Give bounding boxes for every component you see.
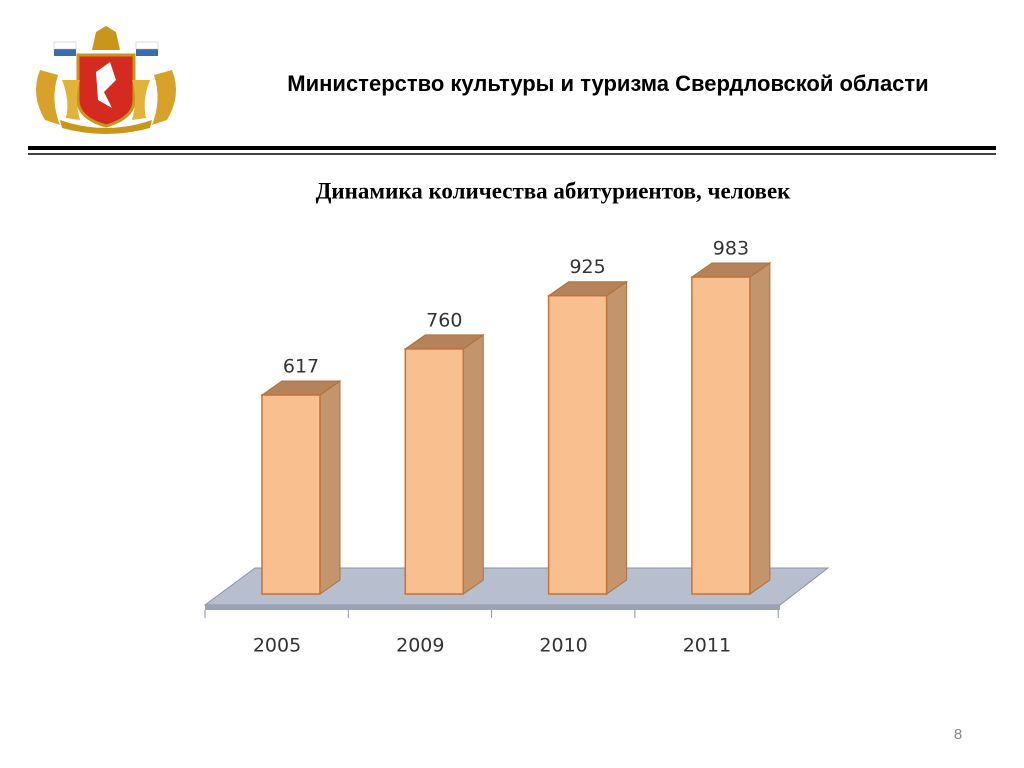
x-tick-label: 2005 [253, 635, 301, 657]
bar-side [749, 262, 771, 595]
chart-floor-edge [205, 605, 780, 610]
x-tick-label: 2011 [683, 635, 731, 657]
bar [547, 294, 608, 595]
bar-side [462, 333, 484, 595]
x-tick-label: 2009 [396, 635, 444, 657]
page-number: 8 [954, 726, 962, 743]
value-label: 925 [569, 256, 605, 278]
bar [691, 276, 751, 595]
bar [261, 394, 321, 595]
emblem [36, 26, 176, 134]
value-label: 760 [426, 309, 462, 331]
bar [404, 348, 465, 595]
header-title: Министерство культуры и туризма Свердлов… [287, 71, 928, 96]
bar-side [319, 380, 341, 595]
bar-side [606, 280, 628, 595]
x-tick-label: 2010 [539, 635, 587, 657]
value-label: 617 [283, 356, 319, 378]
chart-title: Динамика количества абитуриентов, челове… [316, 178, 792, 203]
value-label: 983 [713, 238, 749, 260]
